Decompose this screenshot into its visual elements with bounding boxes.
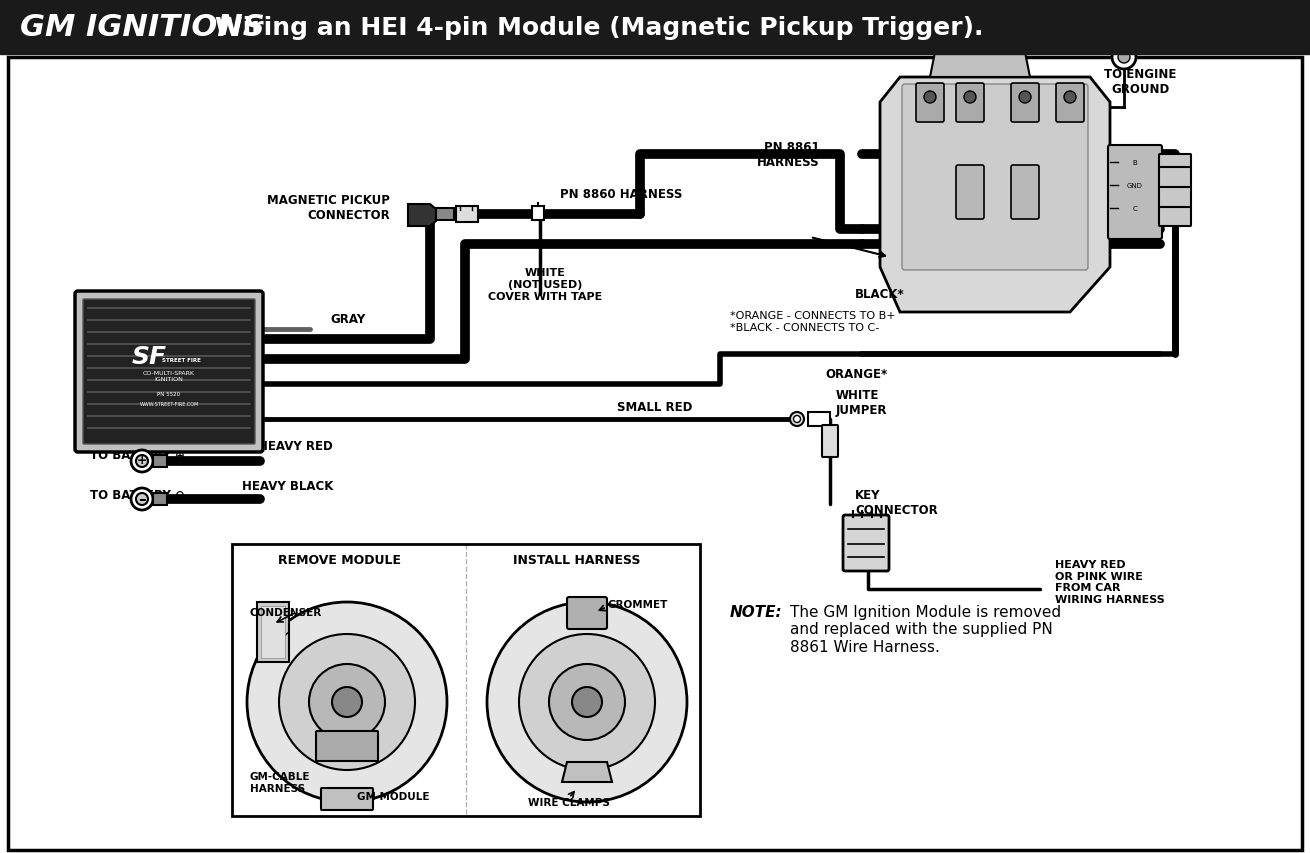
FancyBboxPatch shape — [321, 788, 373, 810]
FancyBboxPatch shape — [1011, 84, 1039, 123]
Circle shape — [131, 450, 153, 473]
Text: CONDENSER: CONDENSER — [250, 607, 322, 618]
Circle shape — [572, 688, 603, 717]
Text: Wiring an HEI 4-pin Module (Magnetic Pickup Trigger).: Wiring an HEI 4-pin Module (Magnetic Pic… — [215, 15, 984, 39]
Text: –: – — [138, 492, 145, 507]
FancyBboxPatch shape — [1056, 84, 1083, 123]
Circle shape — [1019, 92, 1031, 104]
Circle shape — [924, 92, 937, 104]
Text: GROMMET: GROMMET — [607, 600, 667, 609]
Circle shape — [248, 602, 447, 802]
Circle shape — [790, 413, 804, 426]
Polygon shape — [407, 205, 436, 227]
FancyBboxPatch shape — [316, 731, 379, 761]
Text: TO
TACH: TO TACH — [135, 308, 170, 335]
Text: KEY
CONNECTOR: KEY CONNECTOR — [855, 489, 938, 516]
Text: BLACK*: BLACK* — [855, 288, 905, 301]
Text: PN 5520: PN 5520 — [157, 392, 181, 397]
Bar — [261, 606, 286, 659]
Circle shape — [549, 664, 625, 740]
Text: SMALL RED: SMALL RED — [617, 401, 693, 414]
FancyBboxPatch shape — [1108, 146, 1162, 240]
Text: INSTALL HARNESS: INSTALL HARNESS — [514, 554, 641, 567]
Bar — [153, 456, 166, 467]
Circle shape — [131, 489, 153, 510]
Circle shape — [279, 635, 415, 770]
Text: HEAVY RED
OR PINK WIRE
FROM CAR
WIRING HARNESS: HEAVY RED OR PINK WIRE FROM CAR WIRING H… — [1055, 560, 1165, 604]
Text: WIRE CLAMPS: WIRE CLAMPS — [528, 797, 610, 807]
FancyBboxPatch shape — [956, 165, 984, 220]
Text: STREET FIRE: STREET FIRE — [161, 357, 200, 363]
Circle shape — [487, 602, 686, 802]
Text: MAGNETIC PICKUP
CONNECTOR: MAGNETIC PICKUP CONNECTOR — [267, 194, 390, 222]
Polygon shape — [930, 53, 1030, 78]
Bar — [153, 493, 166, 506]
Circle shape — [136, 493, 148, 506]
Text: WHITE
(NOT USED)
COVER WITH TAPE: WHITE (NOT USED) COVER WITH TAPE — [487, 268, 603, 301]
Circle shape — [964, 92, 976, 104]
Bar — [456, 206, 478, 223]
Text: The GM Ignition Module is removed
and replaced with the supplied PN
8861 Wire Ha: The GM Ignition Module is removed and re… — [790, 604, 1061, 654]
Text: GND: GND — [1127, 183, 1142, 189]
Circle shape — [1112, 46, 1136, 70]
Text: WHITE
JUMPER: WHITE JUMPER — [836, 389, 887, 416]
Circle shape — [794, 416, 800, 423]
Bar — [257, 602, 290, 662]
Bar — [0, 0, 1310, 55]
Text: PN 8861
HARNESS: PN 8861 HARNESS — [757, 141, 820, 169]
Text: GM-CABLE
HARNESS: GM-CABLE HARNESS — [250, 771, 310, 793]
FancyBboxPatch shape — [1159, 154, 1191, 227]
Circle shape — [136, 456, 148, 467]
Text: WWW.STREET-FIRE.COM: WWW.STREET-FIRE.COM — [139, 402, 199, 407]
Text: CO-MULTI-SPARK
IGNITION: CO-MULTI-SPARK IGNITION — [143, 371, 195, 381]
Text: TO ENGINE
GROUND: TO ENGINE GROUND — [1104, 68, 1176, 96]
Bar — [808, 413, 831, 426]
Text: NOTE:: NOTE: — [730, 604, 782, 619]
Text: +: + — [136, 454, 147, 467]
FancyBboxPatch shape — [916, 84, 945, 123]
Polygon shape — [562, 762, 612, 782]
Circle shape — [331, 688, 362, 717]
Text: TO BATTERY ⊖: TO BATTERY ⊖ — [90, 488, 185, 501]
Text: GM IGNITIONS: GM IGNITIONS — [20, 13, 265, 42]
Circle shape — [519, 635, 655, 770]
Text: *ORANGE - CONNECTS TO B+
*BLACK - CONNECTS TO C-: *ORANGE - CONNECTS TO B+ *BLACK - CONNEC… — [730, 310, 896, 333]
Text: HEAVY RED: HEAVY RED — [258, 440, 333, 453]
Text: ORANGE*: ORANGE* — [825, 368, 887, 381]
Text: SF: SF — [131, 345, 166, 369]
FancyBboxPatch shape — [1011, 165, 1039, 220]
Circle shape — [309, 664, 385, 740]
FancyBboxPatch shape — [956, 84, 984, 123]
Circle shape — [1117, 52, 1131, 64]
Bar — [436, 209, 455, 221]
Bar — [232, 544, 700, 816]
Text: GM MODULE: GM MODULE — [358, 791, 430, 801]
FancyBboxPatch shape — [75, 292, 263, 452]
FancyBboxPatch shape — [83, 299, 255, 444]
Text: C: C — [1133, 206, 1137, 212]
Text: REMOVE MODULE: REMOVE MODULE — [279, 554, 401, 567]
Text: B: B — [1133, 160, 1137, 165]
Bar — [532, 206, 544, 221]
Text: PN 8860 HARNESS: PN 8860 HARNESS — [559, 189, 683, 201]
FancyBboxPatch shape — [844, 515, 889, 572]
FancyBboxPatch shape — [567, 597, 607, 630]
Text: TO BATTERY ⊕: TO BATTERY ⊕ — [90, 448, 185, 461]
Polygon shape — [880, 78, 1110, 313]
Circle shape — [1064, 92, 1076, 104]
FancyBboxPatch shape — [821, 426, 838, 457]
Text: GRAY: GRAY — [330, 313, 365, 326]
Text: HEAVY BLACK: HEAVY BLACK — [242, 480, 334, 493]
FancyBboxPatch shape — [903, 85, 1089, 270]
